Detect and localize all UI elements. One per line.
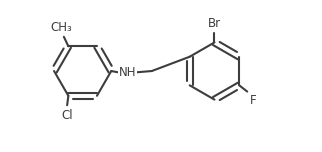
Text: Cl: Cl	[61, 109, 73, 122]
Text: Br: Br	[208, 17, 221, 30]
Text: NH: NH	[119, 66, 136, 79]
Text: F: F	[250, 94, 256, 107]
Text: CH₃: CH₃	[51, 21, 72, 34]
